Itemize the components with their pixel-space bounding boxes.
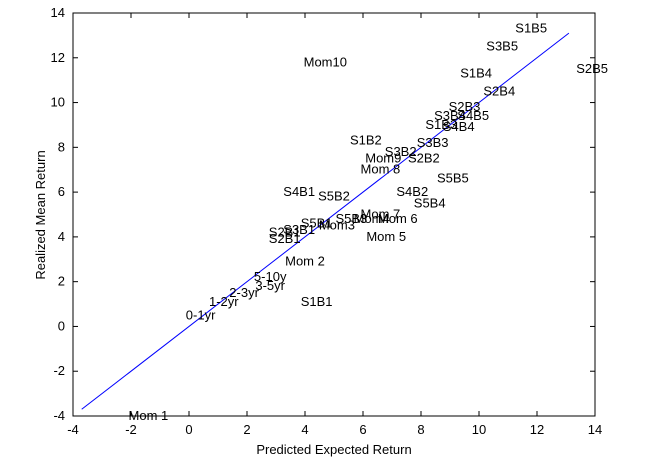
y-tick-label: 8 xyxy=(58,139,65,154)
y-tick-label: 4 xyxy=(58,229,65,244)
point-label: 3-5yr xyxy=(255,278,285,293)
x-tick-labels: -4 -2 0 2 4 6 8 10 12 14 xyxy=(67,422,602,437)
point-label: Mom3 xyxy=(319,218,355,233)
point-label: S2B5 xyxy=(576,61,608,76)
point-label: S1B2 xyxy=(350,133,382,148)
point-label: Mom10 xyxy=(304,54,347,69)
y-tick-label: 6 xyxy=(58,184,65,199)
x-tick-label: 2 xyxy=(243,422,250,437)
x-tick-label: 0 xyxy=(185,422,192,437)
point-label: S2B3 xyxy=(449,99,481,114)
x-axis-title: Predicted Expected Return xyxy=(256,442,411,457)
point-label: S4B1 xyxy=(283,184,315,199)
x-tick-label: -4 xyxy=(67,422,79,437)
y-tick-label: 10 xyxy=(51,95,65,110)
point-label: S5B5 xyxy=(437,171,469,186)
x-tick-label: -2 xyxy=(125,422,137,437)
point-label: Mom 5 xyxy=(366,229,406,244)
axis-ticks xyxy=(72,12,596,417)
point-label: S5B3 xyxy=(335,211,367,226)
point-label: 5-10y xyxy=(254,269,287,284)
y-tick-label: -2 xyxy=(53,363,65,378)
point-label: S5B4 xyxy=(414,195,446,210)
point-label: S3B4 xyxy=(434,108,466,123)
x-tick-label: 8 xyxy=(417,422,424,437)
y-tick-label: -4 xyxy=(53,408,65,423)
point-label: S2B2 xyxy=(408,151,440,166)
point-label: S1B4 xyxy=(460,65,492,80)
point-labels: S1B5S3B5S2B5Mom10S1B4S2B4S2B3S3B4S4B5S1B… xyxy=(129,21,608,423)
point-label: Mom 2 xyxy=(285,254,325,269)
point-label: S3B3 xyxy=(417,135,449,150)
point-label: Mom 7 xyxy=(361,207,401,222)
point-label: Mom 8 xyxy=(361,162,401,177)
point-label: 2-3yr xyxy=(229,285,259,300)
point-label: S4B4 xyxy=(443,119,475,134)
point-label: S3B5 xyxy=(486,39,518,54)
y-tick-label: 12 xyxy=(51,50,65,65)
point-label: S3B2 xyxy=(385,144,417,159)
point-label: S1B3 xyxy=(425,117,457,132)
y-tick-label: 0 xyxy=(58,318,65,333)
point-label: Mom 6 xyxy=(378,211,418,226)
point-label: S2B1 xyxy=(269,224,301,239)
point-label: S4B5 xyxy=(457,108,489,123)
x-tick-label: 14 xyxy=(588,422,602,437)
x-tick-label: 4 xyxy=(301,422,308,437)
point-label: S5B2 xyxy=(318,189,350,204)
point-label: S3B1 xyxy=(283,222,315,237)
point-label: 1-2yr xyxy=(209,294,239,309)
point-label: Mom9 xyxy=(365,151,401,166)
x-tick-label: 6 xyxy=(359,422,366,437)
point-label: S1B5 xyxy=(515,21,547,36)
point-label: S1B1 xyxy=(301,294,333,309)
y-tick-labels: -4 -2 0 2 4 6 8 10 12 14 xyxy=(51,5,65,423)
point-label: Mom 1 xyxy=(129,408,169,423)
x-tick-label: 10 xyxy=(472,422,486,437)
point-label: S5B1 xyxy=(301,215,333,230)
y-tick-label: 2 xyxy=(58,274,65,289)
point-label: S2B4 xyxy=(483,83,515,98)
point-label: S4B2 xyxy=(396,184,428,199)
point-label: 0-1yr xyxy=(186,307,216,322)
y-tick-label: 14 xyxy=(51,5,65,20)
fit-line xyxy=(81,32,570,410)
point-label: S2B1 xyxy=(269,231,301,246)
point-label: Mom4 xyxy=(354,211,390,226)
x-tick-label: 12 xyxy=(530,422,544,437)
y-axis-title: Realized Mean Return xyxy=(33,150,48,279)
